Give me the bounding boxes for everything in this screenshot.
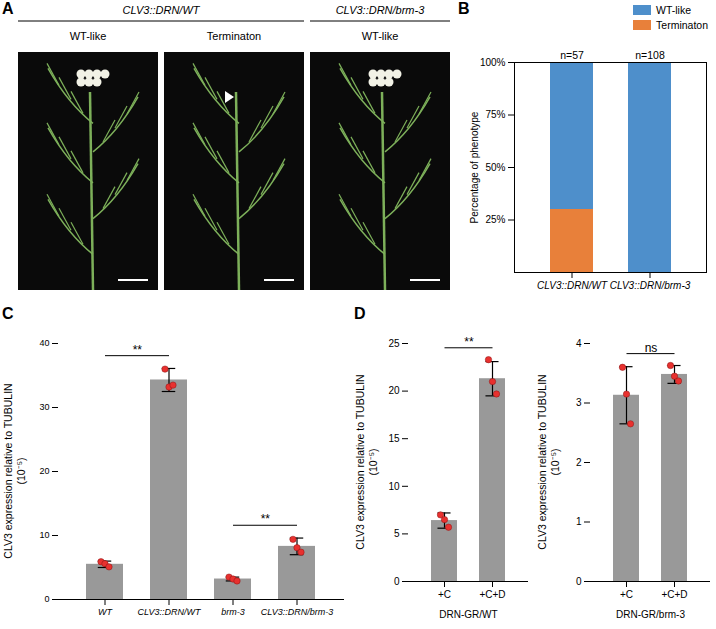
svg-text:+C+D: +C+D	[661, 589, 687, 600]
html-text:D: D	[354, 305, 366, 322]
svg-text:25: 25	[388, 338, 400, 349]
svg-text:25%: 25%	[485, 214, 505, 225]
svg-text:20: 20	[388, 385, 400, 396]
svg-text:CLV3::DRN/WT: CLV3::DRN/WT	[137, 607, 202, 617]
svg-text:WT: WT	[98, 607, 113, 617]
svg-text:WT-like: WT-like	[362, 30, 399, 42]
html-text:(10⁻⁵): (10⁻⁵)	[15, 457, 27, 485]
svg-text:4: 4	[576, 338, 582, 349]
html-text:C: C	[2, 305, 14, 322]
svg-text:30: 30	[39, 402, 49, 412]
svg-text:brm-3: brm-3	[221, 607, 245, 617]
svg-text:WT-like: WT-like	[70, 30, 107, 42]
html-text:CLV3 expression relative to TU: CLV3 expression relative to TUBULIN	[354, 374, 366, 550]
svg-text:n=57: n=57	[560, 49, 584, 61]
svg-text:1: 1	[576, 516, 582, 527]
svg-text:+C: +C	[438, 589, 451, 600]
svg-text:10: 10	[39, 530, 49, 540]
svg-text:15: 15	[388, 433, 400, 444]
svg-text:20: 20	[39, 466, 49, 476]
svg-text:CLV3::DRN/WT: CLV3::DRN/WT	[537, 280, 608, 291]
svg-text:+C: +C	[620, 589, 633, 600]
html-text:(10⁻⁵): (10⁻⁵)	[367, 448, 379, 476]
html-text:CLV3 expression relative to TU: CLV3 expression relative to TUBULIN	[2, 383, 14, 559]
svg-text:CLV3::DRN/WT: CLV3::DRN/WT	[122, 4, 200, 16]
svg-text:**: **	[133, 343, 143, 357]
svg-text:Terminaton: Terminaton	[207, 30, 261, 42]
svg-text:75%: 75%	[485, 109, 505, 120]
svg-text:DRN-GR/brm-3: DRN-GR/brm-3	[616, 609, 685, 620]
svg-text:10: 10	[388, 481, 400, 492]
html-text:Terminaton: Terminaton	[656, 19, 708, 31]
svg-text:40: 40	[39, 338, 49, 348]
html-text:B: B	[458, 0, 470, 17]
svg-text:DRN-GR/WT: DRN-GR/WT	[439, 609, 497, 620]
html-text:A: A	[2, 0, 14, 17]
svg-text:2: 2	[576, 457, 582, 468]
html-text:CLV3 expression relative to TU: CLV3 expression relative to TUBULIN	[536, 374, 548, 550]
svg-text:3: 3	[576, 397, 582, 408]
svg-text:**: **	[261, 512, 271, 526]
svg-text:CLV3::DRN/brm-3: CLV3::DRN/brm-3	[610, 280, 691, 291]
svg-text:CLV3::DRN/brm-3: CLV3::DRN/brm-3	[261, 607, 334, 617]
html-text:WT-like: WT-like	[656, 4, 691, 16]
svg-text:**: **	[464, 335, 474, 349]
html-text:(10⁻⁵): (10⁻⁵)	[549, 448, 561, 476]
svg-text:0: 0	[394, 576, 400, 587]
svg-text:50%: 50%	[485, 162, 505, 173]
svg-text:Percentage of phenotype: Percentage of phenotype	[469, 111, 480, 223]
svg-text:0: 0	[576, 576, 582, 587]
svg-text:CLV3::DRN/brm-3: CLV3::DRN/brm-3	[336, 4, 426, 16]
svg-text:+C+D: +C+D	[479, 589, 505, 600]
svg-text:ns: ns	[645, 341, 658, 355]
svg-text:5: 5	[394, 528, 400, 539]
svg-text:n=108: n=108	[635, 49, 665, 61]
svg-text:0: 0	[44, 594, 49, 604]
svg-text:100%: 100%	[480, 57, 506, 68]
